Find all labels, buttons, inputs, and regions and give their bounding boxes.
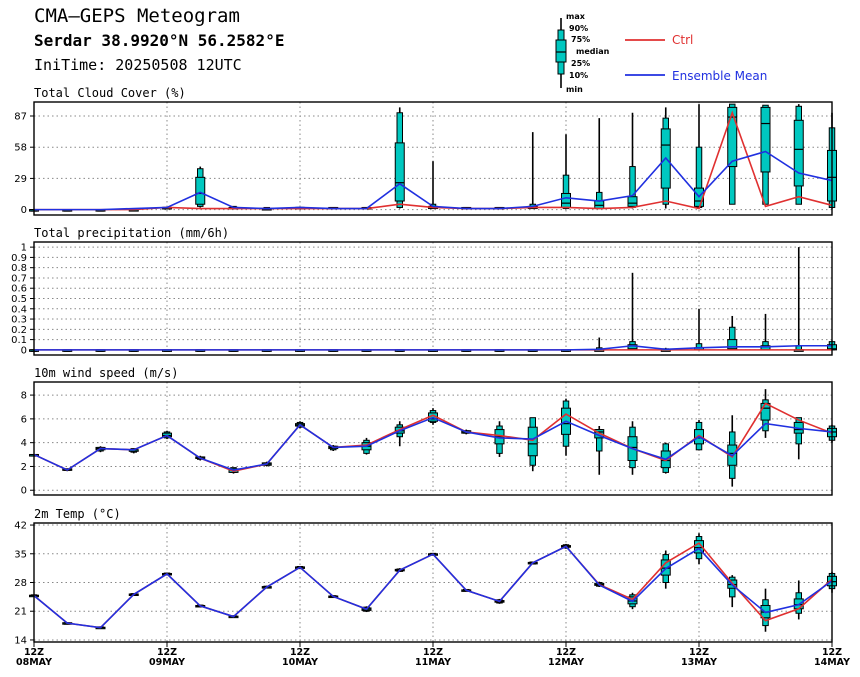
legend-box-label: 90% [569,24,588,33]
panel-title: Total Cloud Cover (%) [34,86,186,100]
xtick-label-hour: 12Z [157,647,177,658]
panel-title: 2m Temp (°C) [34,507,121,521]
box-inner [727,106,738,168]
box-inner [760,106,771,173]
ytick-label: 21 [14,607,27,618]
panel-3: 10m wind speed (m/s) 0 2 4 6 8 [21,366,837,497]
ytick-label: 6 [21,414,27,425]
box-inner [694,540,704,554]
ytick-label: 87 [14,111,27,122]
xtick-label-hour: 12Z [423,647,443,658]
ytick-label: 0.2 [11,325,27,336]
xtick-label-hour: 12Z [556,647,576,658]
legend-box-label: max [566,12,586,21]
ytick-label: 1 [21,243,27,254]
panel-2: Total precipitation (mm/6h) 00.10.20.30.4… [11,226,837,356]
chart-title: CMA—GEPS Meteogram [34,5,240,27]
ytick-label: 0.1 [11,335,27,346]
ytick-label: 0.3 [11,315,27,326]
legend-box-inner [555,39,567,63]
panel-frame [33,241,833,356]
ytick-label: 0.6 [11,284,27,295]
box-inner [760,402,771,421]
xtick-label-date: 13MAY [681,657,717,668]
ytick-label: 28 [14,578,27,589]
ytick-label: 29 [14,174,27,185]
panel-1: Total Cloud Cover (%) 0 29 58 87 [14,86,837,216]
legend-box-label: min [566,85,583,94]
box-inner [195,176,206,205]
ytick-label: 0.5 [11,294,27,305]
legend-ctrl-label: Ctrl [672,33,693,47]
mean-series-line [33,416,833,471]
legend-mean-label: Ensemble Mean [672,69,767,83]
xtick-label-date: 14MAY [814,657,850,668]
ytick-label: 58 [14,143,27,154]
ytick-label: 0.4 [11,304,27,315]
box-inner [394,142,405,202]
ytick-label: 0.7 [11,273,27,284]
xtick-label-date: 08MAY [16,657,52,668]
box-inner [561,192,571,208]
ytick-label: 0 [21,205,27,216]
mean-series-line [33,545,833,629]
xtick-label-date: 09MAY [149,657,185,668]
box-inner [527,426,538,457]
ytick-label: 0 [21,345,27,356]
init-time-label: IniTime: 20250508 12UTC [34,56,242,74]
xtick-label-date: 12MAY [548,657,584,668]
legend-box-label: 25% [571,59,590,68]
box-inner [793,119,804,187]
legend-box-label: median [576,47,610,56]
xtick-label-hour: 12Z [689,647,709,658]
panel-4: 2m Temp (°C) 14 21 28 35 42 [14,507,837,646]
xtick-label-date: 11MAY [415,657,451,668]
location-label: Serdar 38.9920°N 56.2582°E [34,31,285,50]
ytick-label: 14 [14,635,27,646]
legend-box-label: 10% [569,71,588,80]
ytick-label: 42 [14,521,27,532]
panel-title: Total precipitation (mm/6h) [34,226,229,240]
panel-title: 10m wind speed (m/s) [34,366,179,380]
ytick-label: 2 [21,462,27,473]
ytick-label: 0 [21,486,27,497]
xtick-label-hour: 12Z [24,647,44,658]
ytick-label: 35 [14,549,27,560]
panel-frame [33,381,833,496]
ytick-label: 4 [21,438,27,449]
mean-series-line [34,150,833,211]
xtick-label-hour: 12Z [290,647,310,658]
legend-box-label: 75% [571,35,590,44]
ytick-label: 0.8 [11,263,27,274]
panel-frame [33,101,833,216]
legend: max 90% 75% median 25% 10% min Ctrl Ensemble Mea… [555,12,767,94]
xtick-label-date: 10MAY [282,657,318,668]
ytick-label: 0.9 [11,253,27,264]
mean-series-line [34,344,832,351]
xtick-label-hour: 12Z [822,647,842,658]
box-outer [562,174,570,210]
ytick-label: 8 [21,391,27,402]
box-inner [627,196,638,207]
